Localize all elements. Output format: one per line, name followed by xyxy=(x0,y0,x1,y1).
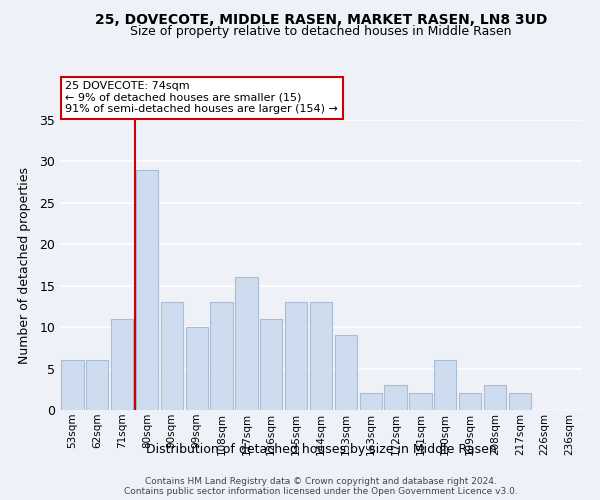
Bar xyxy=(434,360,457,410)
Bar xyxy=(235,278,257,410)
Y-axis label: Number of detached properties: Number of detached properties xyxy=(18,166,31,364)
Bar xyxy=(409,394,431,410)
Bar xyxy=(285,302,307,410)
Bar xyxy=(86,360,109,410)
Bar xyxy=(484,385,506,410)
Bar xyxy=(136,170,158,410)
Bar xyxy=(310,302,332,410)
Bar xyxy=(61,360,83,410)
Text: 25 DOVECOTE: 74sqm
← 9% of detached houses are smaller (15)
91% of semi-detached: 25 DOVECOTE: 74sqm ← 9% of detached hous… xyxy=(65,81,338,114)
Bar xyxy=(385,385,407,410)
Bar xyxy=(260,319,283,410)
Text: Size of property relative to detached houses in Middle Rasen: Size of property relative to detached ho… xyxy=(130,25,512,38)
Text: 25, DOVECOTE, MIDDLE RASEN, MARKET RASEN, LN8 3UD: 25, DOVECOTE, MIDDLE RASEN, MARKET RASEN… xyxy=(95,12,547,26)
Bar xyxy=(111,319,133,410)
Bar xyxy=(211,302,233,410)
Text: Contains public sector information licensed under the Open Government Licence v3: Contains public sector information licen… xyxy=(124,486,518,496)
Text: Contains HM Land Registry data © Crown copyright and database right 2024.: Contains HM Land Registry data © Crown c… xyxy=(145,476,497,486)
Bar xyxy=(509,394,531,410)
Bar xyxy=(185,327,208,410)
Text: Distribution of detached houses by size in Middle Rasen: Distribution of detached houses by size … xyxy=(146,444,496,456)
Bar xyxy=(335,336,357,410)
Bar xyxy=(161,302,183,410)
Bar xyxy=(459,394,481,410)
Bar xyxy=(359,394,382,410)
